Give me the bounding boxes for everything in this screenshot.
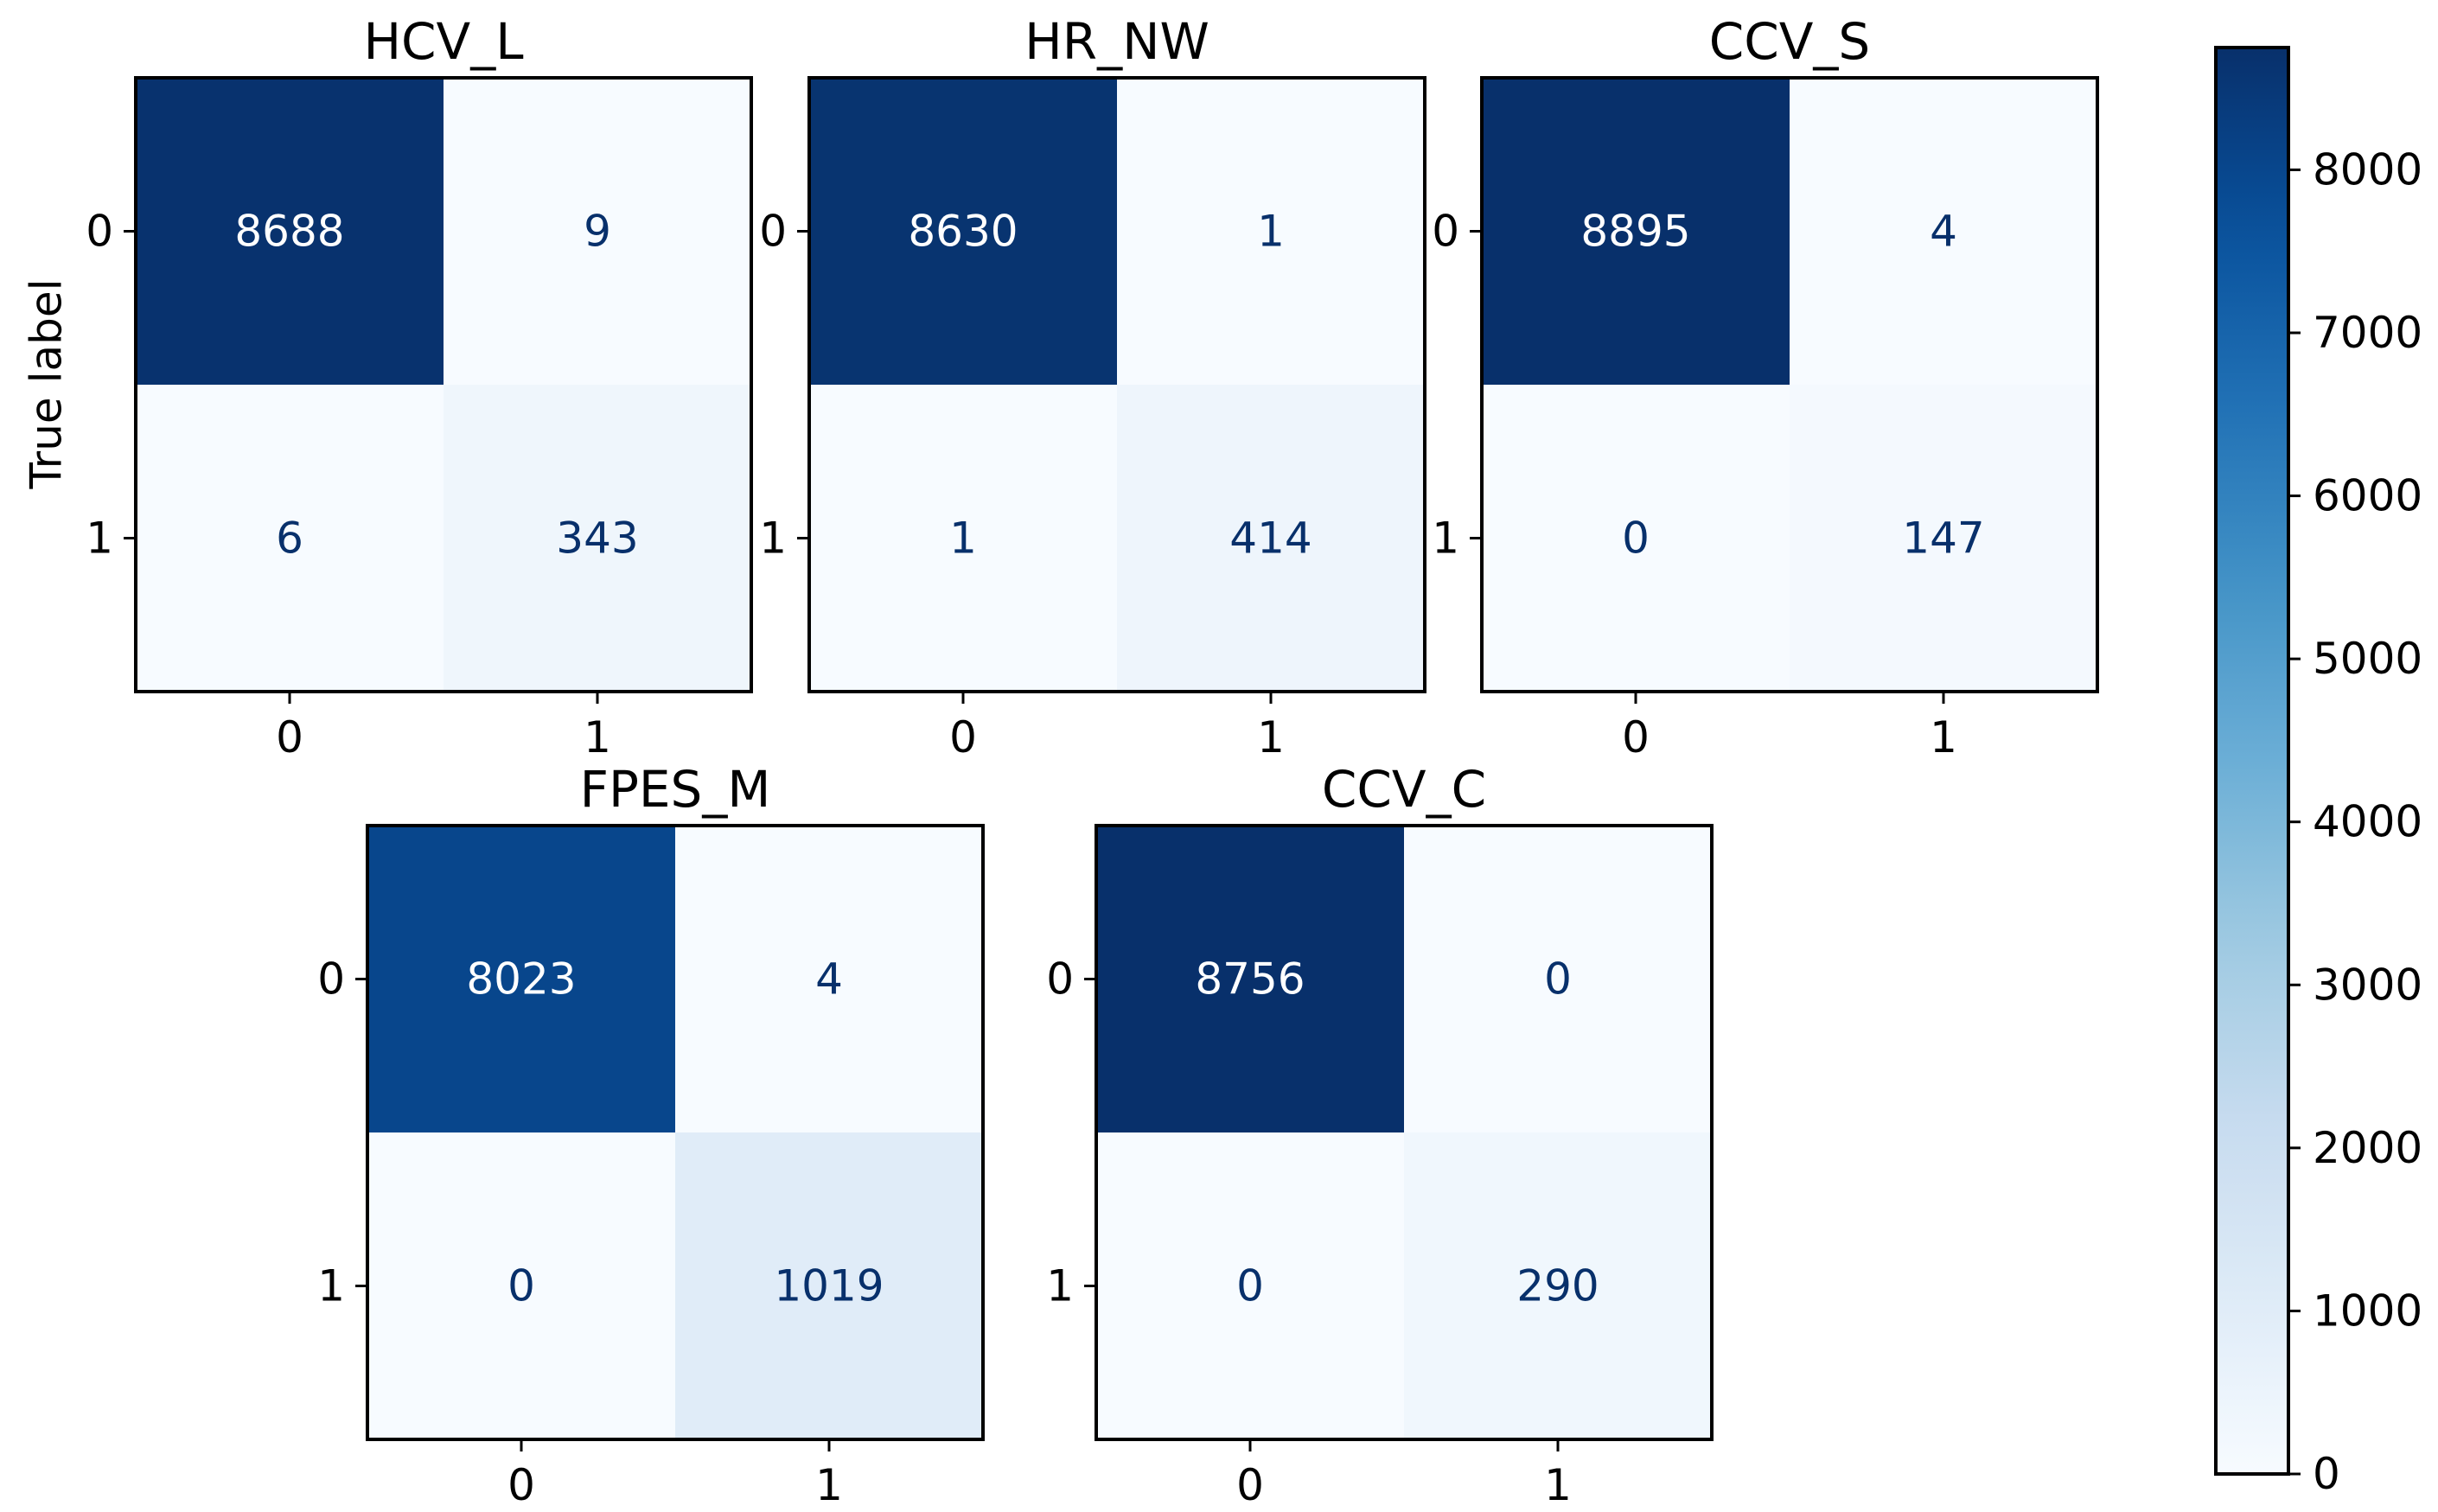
panel-title: CCV_C — [1322, 760, 1486, 819]
y-tick-label: 0 — [759, 207, 787, 257]
matrix-cell — [1404, 826, 1712, 1132]
matrix-cell — [136, 78, 444, 385]
cell-value-label: 1019 — [774, 1261, 884, 1311]
x-tick-label: 1 — [815, 1460, 843, 1510]
x-tick-label: 0 — [507, 1460, 535, 1510]
panel-title: HCV_L — [363, 12, 523, 71]
matrix-cell — [675, 1132, 983, 1439]
confusion-matrix-panel: 8688 9 6 343 HCV_L 0 1 0 1 — [86, 12, 753, 762]
colorbar-gradient — [2216, 48, 2288, 1474]
x-tick-label: 0 — [276, 712, 303, 762]
cell-value-label: 1 — [1257, 207, 1285, 257]
x-tick-label: 1 — [1544, 1460, 1572, 1510]
matrix-cell — [809, 78, 1117, 385]
y-tick-label: 0 — [1046, 954, 1074, 1005]
cell-value-label: 8895 — [1580, 207, 1690, 257]
y-tick-label: 0 — [317, 954, 345, 1005]
matrix-cell — [809, 385, 1117, 692]
matrix-cell — [1404, 1132, 1712, 1439]
y-tick-label: 0 — [86, 207, 113, 257]
colorbar: 0 1000 2000 3000 4000 5000 6000 7000 8000 — [2214, 46, 2422, 1499]
panel-frame — [1095, 824, 1714, 1441]
panel-frame — [807, 76, 1426, 693]
cell-value-label: 6 — [276, 514, 303, 564]
y-axis-label: True label — [22, 278, 72, 489]
ylabel-layer: True label — [22, 278, 72, 489]
panel-frame — [1480, 76, 2099, 693]
matrix-cell — [1117, 78, 1425, 385]
cell-value-label: 414 — [1229, 514, 1312, 564]
matrix-cell — [1790, 78, 2097, 385]
panel-title: FPES_M — [580, 760, 771, 819]
matrix-cell — [136, 385, 444, 692]
cell-value-label: 290 — [1516, 1261, 1599, 1311]
matrix-cell — [1482, 385, 1790, 692]
colorbar-tick-label: 2000 — [2313, 1123, 2422, 1173]
matrix-cell — [1790, 385, 2097, 692]
colorbar-frame — [2214, 46, 2290, 1476]
x-tick-label: 1 — [1257, 712, 1285, 762]
x-tick-label: 1 — [584, 712, 611, 762]
x-tick-label: 0 — [1622, 712, 1650, 762]
y-tick-label: 1 — [759, 514, 787, 564]
colorbar-tick-label: 7000 — [2313, 308, 2422, 358]
panel-frame — [366, 824, 985, 1441]
cell-value-label: 9 — [584, 207, 611, 257]
cell-value-label: 1 — [949, 514, 977, 564]
panel-title: HR_NW — [1024, 12, 1209, 71]
colorbar-tick-label: 6000 — [2313, 471, 2422, 521]
confusion-matrix-panel: 8023 4 0 1019 FPES_M 0 1 0 1 — [317, 760, 985, 1510]
cell-value-label: 8630 — [908, 207, 1018, 257]
panel-title: CCV_S — [1709, 12, 1871, 71]
x-tick-label: 0 — [949, 712, 977, 762]
matrix-cell — [367, 1132, 675, 1439]
confusion-matrix-panel: 8630 1 1 414 HR_NW 0 1 0 1 — [759, 12, 1426, 762]
cell-value-label: 8756 — [1195, 954, 1305, 1005]
cell-value-label: 4 — [1930, 207, 1957, 257]
matrix-cell — [444, 385, 751, 692]
matrix-cell — [367, 826, 675, 1132]
cell-value-label: 8688 — [234, 207, 344, 257]
colorbar-tick-label: 8000 — [2313, 144, 2422, 195]
colorbar-tick-label: 0 — [2313, 1449, 2340, 1499]
matrix-cell — [1117, 385, 1425, 692]
y-tick-label: 0 — [1432, 207, 1459, 257]
cell-value-label: 343 — [556, 514, 638, 564]
cell-value-label: 0 — [507, 1261, 535, 1311]
confusion-matrix-panel: 8756 0 0 290 CCV_C 0 1 0 1 — [1046, 760, 1714, 1510]
y-tick-label: 1 — [1046, 1261, 1074, 1311]
y-tick-label: 1 — [86, 514, 113, 564]
cell-value-label: 0 — [1544, 954, 1572, 1005]
matrix-cell — [1096, 1132, 1404, 1439]
panel-frame — [134, 76, 753, 693]
cell-value-label: 4 — [815, 954, 843, 1005]
cell-value-label: 0 — [1236, 1261, 1264, 1311]
colorbar-tick-label: 3000 — [2313, 960, 2422, 1010]
cell-value-label: 0 — [1622, 514, 1650, 564]
colorbar-tick-label: 4000 — [2313, 797, 2422, 847]
x-tick-label: 0 — [1236, 1460, 1264, 1510]
cell-value-label: 8023 — [466, 954, 576, 1005]
colorbar-tick-label: 1000 — [2313, 1286, 2422, 1336]
y-tick-label: 1 — [1432, 514, 1459, 564]
confusion-matrix-panel: 8895 4 0 147 CCV_S 0 1 0 1 — [1432, 12, 2099, 762]
x-tick-label: 1 — [1930, 712, 1957, 762]
matrix-cell — [1096, 826, 1404, 1132]
cell-value-label: 147 — [1902, 514, 1984, 564]
y-tick-label: 1 — [317, 1261, 345, 1311]
colorbar-tick-label: 5000 — [2313, 634, 2422, 684]
matrix-cell — [675, 826, 983, 1132]
matrix-cell — [1482, 78, 1790, 385]
matrix-cell — [444, 78, 751, 385]
